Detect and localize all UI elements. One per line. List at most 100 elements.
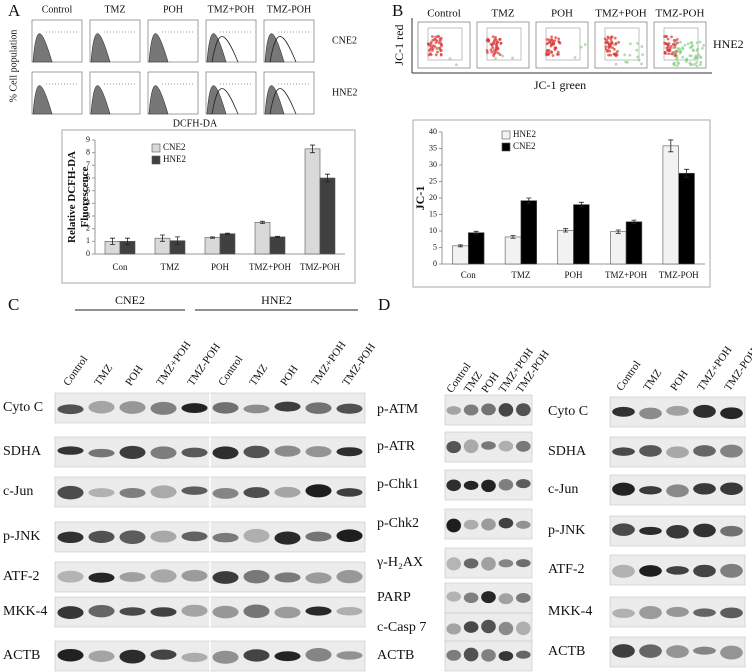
blot-band xyxy=(515,479,531,489)
event-dot xyxy=(613,36,617,40)
y-axis-label-box: Relative DCFH-DA Fluorescence xyxy=(66,151,91,243)
blot-band xyxy=(463,480,479,491)
error-bar xyxy=(457,244,463,248)
event-dot xyxy=(624,60,628,64)
x-tick-label: TMZ xyxy=(161,262,180,272)
event-dot xyxy=(498,38,502,41)
protein-label: p-Chk1 xyxy=(377,477,419,492)
panel-letter: A xyxy=(8,1,21,20)
blot-band xyxy=(150,401,177,415)
blot-band xyxy=(515,520,531,529)
histogram-peak xyxy=(148,33,169,63)
protein-label: ACTB xyxy=(377,648,414,663)
event-dot xyxy=(438,39,442,43)
lane-label: POH xyxy=(479,370,501,395)
blot-band xyxy=(639,605,662,620)
event-dot xyxy=(494,56,498,60)
event-dot xyxy=(675,56,679,60)
blot-band xyxy=(612,406,635,417)
event-dot xyxy=(609,53,613,57)
dotplot-frame xyxy=(417,21,471,69)
blot-band xyxy=(666,645,689,659)
gate xyxy=(604,27,640,61)
y-axis-label: JC-1 xyxy=(413,186,427,211)
x-tick-label: TMZ-POH xyxy=(300,262,340,272)
event-dot xyxy=(695,61,699,64)
event-dot xyxy=(434,53,438,57)
blot-band xyxy=(150,530,177,543)
y-tick-label: 0 xyxy=(86,249,90,258)
blot-band xyxy=(639,407,662,420)
error-bar xyxy=(563,228,569,233)
protein-label: ATF-2 xyxy=(3,569,40,584)
event-dot xyxy=(556,50,560,54)
blot-band xyxy=(693,564,716,578)
error-bar xyxy=(175,236,180,245)
blot-band xyxy=(336,447,363,457)
event-dot xyxy=(611,46,614,50)
lane-label: TMZ xyxy=(247,362,270,388)
blot-band xyxy=(150,607,177,617)
x-tick-label: Con xyxy=(461,270,477,280)
event-dot xyxy=(434,35,438,39)
blot-band xyxy=(612,564,635,578)
blot-band xyxy=(274,486,301,498)
blot-band xyxy=(498,593,514,605)
event-dot xyxy=(550,51,554,54)
protein-label: p-JNK xyxy=(3,529,40,544)
blot-band xyxy=(666,484,689,498)
blot-band xyxy=(446,591,462,602)
bar xyxy=(254,222,271,255)
blot-band xyxy=(243,604,270,619)
event-dot xyxy=(545,53,548,57)
bar xyxy=(520,200,537,265)
error-bar xyxy=(125,237,130,245)
event-dot xyxy=(690,63,694,66)
blot-band xyxy=(119,487,146,499)
blot-band xyxy=(639,565,662,577)
blot-band xyxy=(481,649,496,662)
event-dot xyxy=(604,47,608,51)
blot-band xyxy=(446,406,462,415)
blot-band xyxy=(212,487,239,499)
y-tick-label: 4 xyxy=(86,198,90,207)
blot-band xyxy=(693,608,716,617)
blot-band xyxy=(212,650,239,664)
condition-label: TMZ+POH xyxy=(595,8,646,20)
y-tick-label: 15 xyxy=(429,209,437,218)
y-tick-label: 5 xyxy=(433,242,437,251)
condition-label: TMZ xyxy=(104,4,125,15)
blot-band xyxy=(515,593,531,603)
lane-label: TMZ xyxy=(641,367,664,393)
event-dot xyxy=(696,53,700,56)
blot-band xyxy=(693,523,716,538)
histogram-overlay xyxy=(211,36,239,63)
blot-band xyxy=(119,530,146,544)
blot-band xyxy=(336,606,363,616)
blot-band xyxy=(666,566,689,575)
bar xyxy=(610,231,627,265)
blot-band xyxy=(463,592,479,604)
event-dot xyxy=(554,36,558,40)
bar xyxy=(219,233,236,255)
y-tick-label: 6 xyxy=(86,173,90,182)
event-dot xyxy=(610,41,614,45)
event-dot xyxy=(623,53,627,57)
x-tick-label: TMZ xyxy=(511,270,530,280)
x-tick-label: TMZ-POH xyxy=(659,270,699,280)
event-dot xyxy=(640,45,644,48)
blot-band xyxy=(212,402,239,414)
event-dot xyxy=(495,41,499,44)
event-dot xyxy=(666,37,670,41)
event-dot xyxy=(672,62,675,66)
event-dot xyxy=(692,49,695,53)
error-bar xyxy=(473,230,479,235)
blot-band xyxy=(274,445,301,457)
legend-label: HNE2 xyxy=(163,154,186,164)
blot-band xyxy=(720,482,743,495)
event-dot xyxy=(637,58,641,62)
blot-band xyxy=(181,569,208,582)
histogram-overlay xyxy=(269,36,297,63)
blot-band xyxy=(612,482,635,496)
cell-line-label: CNE2 xyxy=(332,35,357,46)
